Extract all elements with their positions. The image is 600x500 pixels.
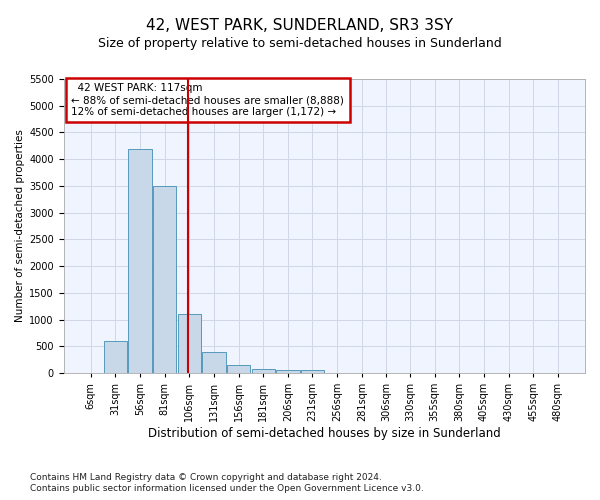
X-axis label: Distribution of semi-detached houses by size in Sunderland: Distribution of semi-detached houses by … — [148, 427, 500, 440]
Bar — [251, 369, 275, 373]
Text: 42, WEST PARK, SUNDERLAND, SR3 3SY: 42, WEST PARK, SUNDERLAND, SR3 3SY — [146, 18, 454, 32]
Text: 42 WEST PARK: 117sqm
← 88% of semi-detached houses are smaller (8,888)
12% of se: 42 WEST PARK: 117sqm ← 88% of semi-detac… — [71, 84, 344, 116]
Bar — [128, 148, 152, 373]
Bar — [276, 370, 299, 373]
Text: Contains HM Land Registry data © Crown copyright and database right 2024.: Contains HM Land Registry data © Crown c… — [30, 472, 382, 482]
Bar — [301, 370, 324, 373]
Bar — [104, 341, 127, 373]
Bar — [178, 314, 201, 373]
Text: Size of property relative to semi-detached houses in Sunderland: Size of property relative to semi-detach… — [98, 38, 502, 51]
Bar — [202, 352, 226, 373]
Bar — [153, 186, 176, 373]
Y-axis label: Number of semi-detached properties: Number of semi-detached properties — [15, 130, 25, 322]
Text: Contains public sector information licensed under the Open Government Licence v3: Contains public sector information licen… — [30, 484, 424, 493]
Bar — [227, 365, 250, 373]
